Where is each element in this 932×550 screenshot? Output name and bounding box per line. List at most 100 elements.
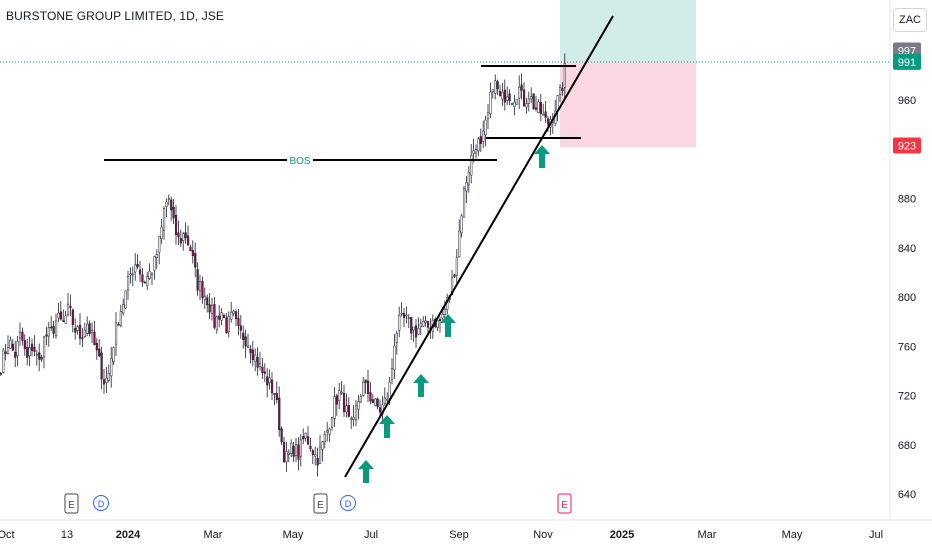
candle [479,128,482,153]
candle [198,274,202,301]
candle [347,397,350,418]
candle [417,317,420,335]
x-tick-label: Jul [869,529,883,541]
candlestick-series [0,53,566,477]
candle [186,225,190,246]
candle [69,294,72,317]
bos-label: BOS [289,156,310,167]
candle [47,322,50,347]
svg-text:D: D [345,499,352,509]
candle [369,382,372,405]
candle [110,346,113,388]
candle [191,240,194,264]
candle [378,399,382,416]
candle [460,213,463,238]
up-arrow-icon [358,460,374,483]
candle [338,383,341,410]
candle [222,313,226,319]
event-e-1[interactable]: E [64,493,79,514]
candle [335,393,338,416]
y-tick-label: 760 [898,341,916,353]
candle [318,435,322,465]
candle [561,82,564,96]
event-e-2[interactable]: E [313,493,328,514]
event-d-2[interactable]: D [340,495,356,511]
candle [515,99,518,105]
candle [518,75,521,109]
candle [472,138,475,163]
candle [258,351,262,371]
candle [131,266,134,287]
candle [237,308,240,336]
candle [213,297,216,330]
candle [45,326,48,346]
candle [510,102,514,106]
y-tick-label: 680 [898,440,916,452]
candle [366,369,370,403]
target-zone[interactable] [560,0,696,62]
candle [105,367,108,394]
candle [174,205,178,245]
candle [299,434,302,467]
candle [225,313,228,334]
candle [302,428,305,445]
candle [102,368,106,394]
up-arrow-icon [440,314,456,337]
y-tick-label: 720 [898,391,916,403]
x-tick-label: Mar [204,529,223,541]
time-axis[interactable]: Oct 13 2024 Mar May Jul Sep Nov 2025 Mar May Jul [0,529,883,541]
candle [246,333,250,349]
candle [74,318,77,340]
trendline[interactable] [344,15,614,478]
candle [426,320,430,333]
candle [167,194,170,206]
candle [410,316,413,340]
candle [146,271,149,291]
candle [270,372,274,400]
candle [239,315,242,339]
candle [424,315,427,327]
candle [309,437,312,452]
candle [498,84,502,97]
candle [491,89,494,99]
candle [138,261,142,283]
candle [551,112,554,134]
candle [208,293,211,320]
stop-zone[interactable] [560,62,696,147]
y-tick-label: 880 [898,194,916,206]
candle [112,346,115,365]
x-tick-label: Mar [698,529,717,541]
candle [532,93,535,110]
candle [398,306,401,338]
candle [470,144,473,184]
candle [393,334,396,379]
candle [544,101,547,123]
candle [98,339,101,358]
candle [294,438,298,463]
candle [438,316,442,333]
candle [522,82,526,107]
candle [422,316,425,328]
price-axis[interactable]: 640 680 720 760 800 840 880 960 [898,95,916,501]
candle [76,325,79,335]
candle [119,304,122,328]
candle [18,322,22,347]
event-d-1[interactable]: D [93,495,109,511]
candle [218,305,221,328]
candle [297,437,300,471]
currency-button[interactable]: ZAC [893,8,927,32]
candle [66,293,70,317]
candle [539,93,542,122]
candle [124,290,127,310]
candle [261,357,264,380]
candle [359,393,362,403]
candle [311,448,314,465]
candle [155,249,158,269]
candle [71,308,74,333]
candle [513,94,516,116]
candle [129,267,132,284]
candle [86,316,89,337]
event-e-upcoming[interactable]: E [557,493,572,514]
candle [501,82,504,107]
